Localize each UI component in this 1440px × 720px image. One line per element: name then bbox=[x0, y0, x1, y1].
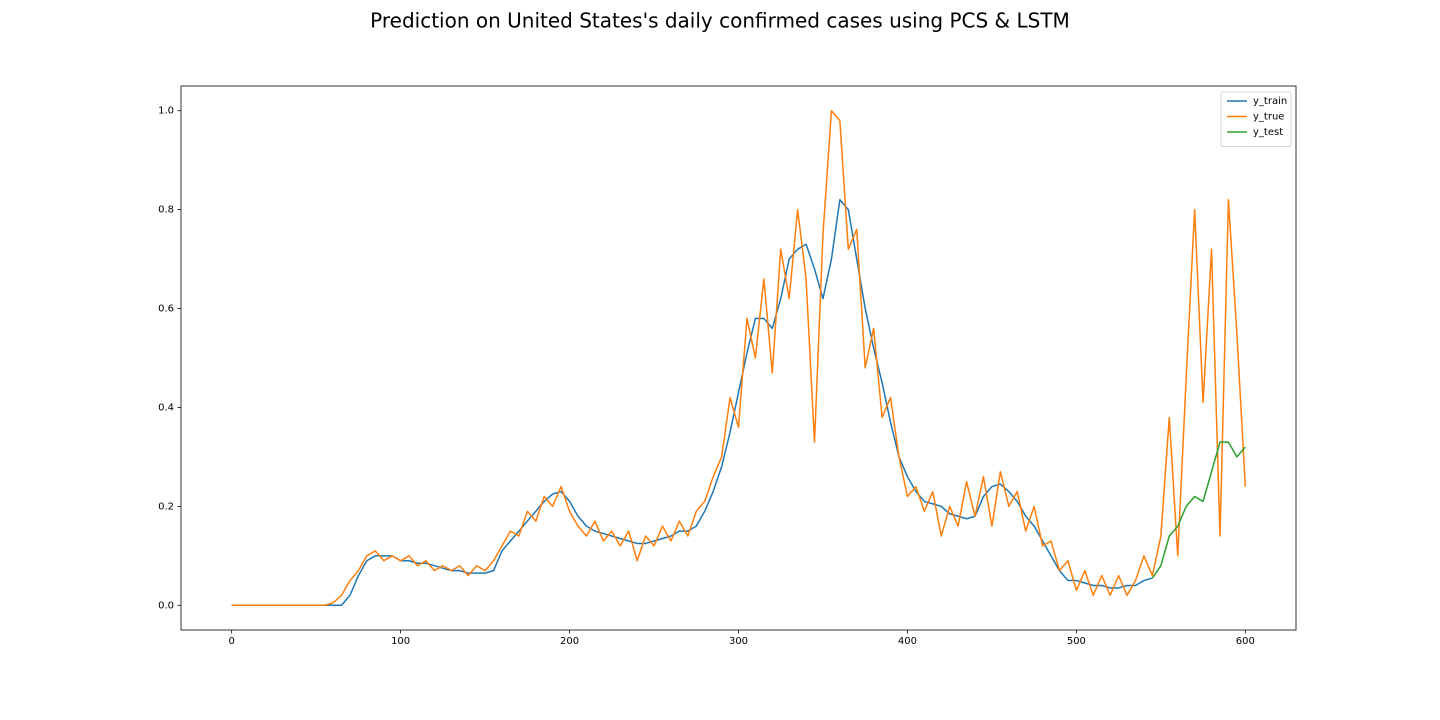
legend-label: y_train bbox=[1253, 96, 1287, 107]
x-tick-label: 400 bbox=[898, 636, 917, 647]
x-tick-label: 0 bbox=[228, 636, 234, 647]
x-tick-label: 600 bbox=[1236, 636, 1255, 647]
y-tick-label: 0.8 bbox=[158, 205, 174, 216]
series-line bbox=[1151, 441, 1246, 579]
y-tick-label: 1.0 bbox=[158, 106, 174, 117]
series-line bbox=[231, 199, 1153, 607]
legend-label: y_true bbox=[1253, 112, 1284, 123]
plot-frame bbox=[180, 85, 1297, 631]
x-tick-label: 300 bbox=[729, 636, 748, 647]
x-tick-label: 500 bbox=[1067, 636, 1086, 647]
legend-box bbox=[1220, 91, 1292, 147]
y-tick-label: 0.4 bbox=[158, 402, 174, 413]
y-tick-label: 0.0 bbox=[158, 600, 174, 611]
x-tick-label: 200 bbox=[560, 636, 579, 647]
chart-title: Prediction on United States's daily conf… bbox=[370, 9, 1070, 33]
legend-label: y_test bbox=[1253, 127, 1283, 138]
y-tick-label: 0.2 bbox=[158, 501, 174, 512]
y-tick-label: 0.6 bbox=[158, 304, 174, 315]
series-line bbox=[231, 109, 1247, 607]
x-tick-label: 100 bbox=[391, 636, 410, 647]
